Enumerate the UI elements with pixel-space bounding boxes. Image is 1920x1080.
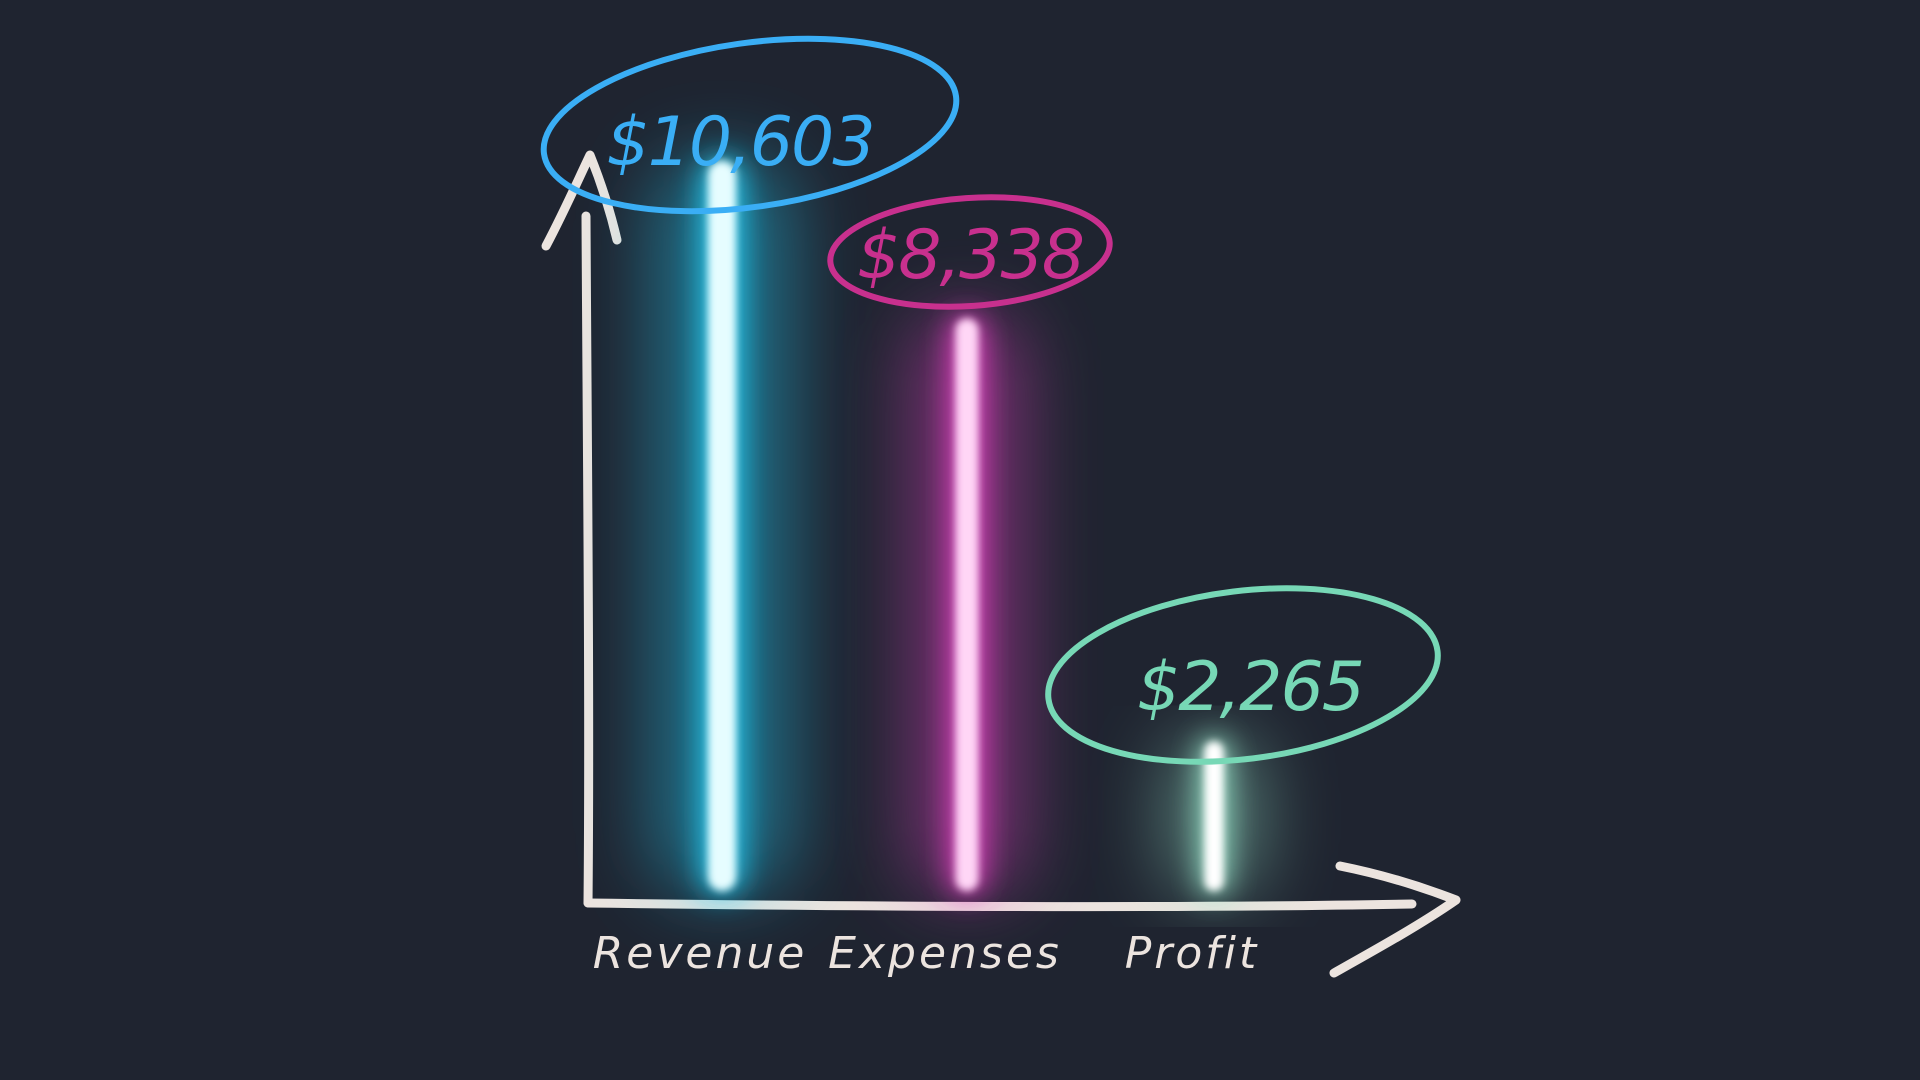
bar-expenses (909, 314, 1025, 895)
x-axis (583, 861, 1461, 978)
data-labels-group: $10,603 $8,338 $2,265 (540, 35, 1441, 765)
data-label-revenue: $10,603 (540, 35, 960, 215)
x-tick-label-profit: Profit (1125, 928, 1260, 979)
data-label-text: $8,338 (857, 216, 1083, 295)
x-tick-label-revenue: Revenue (593, 928, 808, 979)
data-label-text: $2,265 (1137, 648, 1363, 727)
data-label-expenses: $8,338 (827, 194, 1113, 310)
data-label-text: $10,603 (606, 103, 873, 182)
x-tick-label-expenses: Expenses (828, 928, 1062, 979)
data-label-circle (540, 35, 960, 215)
data-label-circle (827, 194, 1113, 310)
data-label-circle (1045, 585, 1441, 765)
bar-revenue (651, 156, 793, 895)
bars-group (651, 156, 1262, 895)
x-tick-labels-group: Revenue Expenses Profit (593, 928, 1260, 979)
y-axis (541, 150, 622, 908)
bar-profit (1166, 737, 1262, 895)
data-label-profit: $2,265 (1045, 585, 1441, 765)
